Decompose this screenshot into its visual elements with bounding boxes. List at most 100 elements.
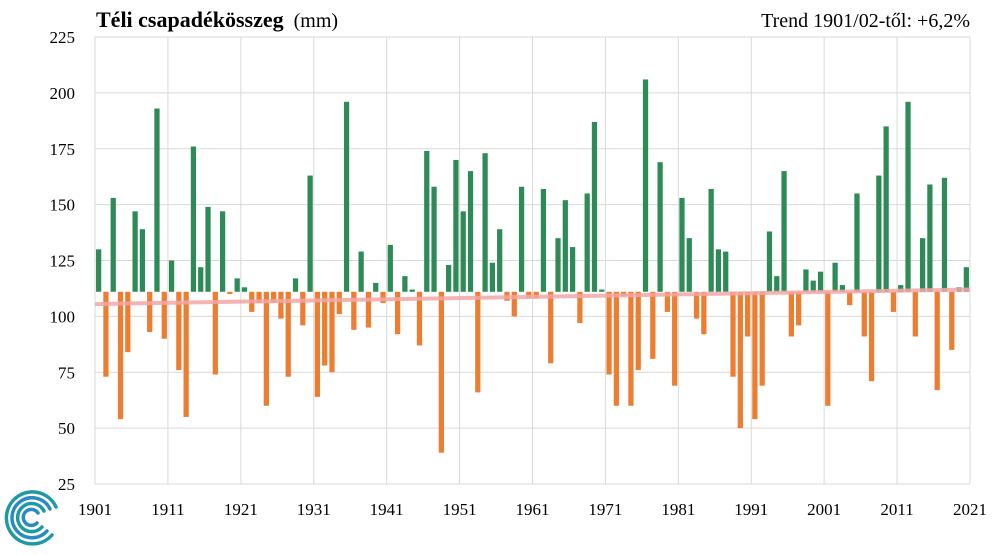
bar bbox=[606, 291, 612, 375]
bar bbox=[190, 146, 197, 292]
bar bbox=[241, 287, 248, 292]
bar bbox=[839, 285, 846, 292]
bar bbox=[416, 291, 423, 346]
bar bbox=[876, 175, 882, 292]
bar bbox=[963, 267, 969, 292]
bar bbox=[431, 186, 437, 292]
bar bbox=[650, 291, 656, 359]
bar bbox=[701, 291, 707, 335]
bar bbox=[256, 291, 262, 303]
bar bbox=[285, 291, 291, 377]
bar bbox=[744, 291, 751, 337]
bar bbox=[161, 291, 167, 339]
bar bbox=[154, 108, 160, 292]
bar bbox=[562, 200, 568, 292]
bar bbox=[854, 193, 860, 292]
bar bbox=[322, 291, 328, 366]
bar bbox=[219, 211, 226, 292]
bar bbox=[540, 188, 547, 292]
bar bbox=[941, 177, 948, 292]
bar bbox=[373, 282, 379, 292]
bar bbox=[584, 193, 590, 292]
bar bbox=[227, 291, 233, 295]
bar bbox=[409, 289, 415, 292]
bar bbox=[292, 278, 299, 292]
bar bbox=[686, 238, 692, 292]
bar bbox=[402, 276, 408, 292]
bar bbox=[664, 291, 671, 312]
bar bbox=[329, 291, 335, 373]
bar bbox=[103, 291, 109, 377]
bar bbox=[351, 291, 357, 330]
bar bbox=[796, 291, 802, 326]
bar bbox=[438, 291, 444, 453]
bar bbox=[810, 280, 816, 292]
bar bbox=[679, 197, 685, 292]
bar bbox=[183, 291, 189, 417]
bar bbox=[453, 159, 459, 292]
bar bbox=[205, 206, 211, 292]
bar bbox=[868, 291, 875, 382]
bar bbox=[723, 251, 729, 292]
trend-line bbox=[94, 287, 971, 307]
bar bbox=[198, 267, 204, 292]
bar bbox=[905, 101, 911, 292]
x-tick-label: 1961 bbox=[516, 500, 550, 519]
bars bbox=[96, 79, 969, 453]
bar bbox=[919, 238, 926, 292]
bar bbox=[424, 150, 430, 292]
y-tick-label: 50 bbox=[58, 419, 75, 438]
y-tick-label: 200 bbox=[50, 84, 76, 103]
x-tick-label: 1911 bbox=[151, 500, 184, 519]
bar bbox=[635, 291, 641, 371]
x-tick-label: 2001 bbox=[807, 500, 841, 519]
bar bbox=[489, 262, 496, 292]
bar bbox=[628, 291, 634, 406]
bar bbox=[497, 229, 503, 292]
grid-lines bbox=[94, 36, 971, 485]
bar bbox=[927, 184, 933, 292]
bar bbox=[176, 291, 182, 371]
bar bbox=[817, 271, 824, 292]
bar bbox=[752, 291, 758, 420]
bar bbox=[234, 278, 240, 292]
x-tick-label: 1921 bbox=[224, 500, 258, 519]
trend-annotation: Trend 1901/02-től: +6,2% bbox=[761, 10, 970, 32]
bar bbox=[358, 251, 364, 292]
bar bbox=[117, 291, 124, 420]
bar bbox=[832, 262, 838, 292]
bar bbox=[110, 197, 116, 292]
bar bbox=[657, 162, 663, 292]
y-tick-label: 100 bbox=[50, 307, 76, 326]
bar bbox=[613, 291, 619, 406]
bar bbox=[394, 291, 401, 335]
x-tick-label: 1901 bbox=[78, 500, 112, 519]
bar bbox=[788, 291, 794, 337]
bar bbox=[599, 289, 605, 292]
bar bbox=[693, 291, 700, 319]
bar bbox=[847, 291, 853, 306]
bar bbox=[883, 126, 889, 292]
bar bbox=[446, 264, 452, 292]
bar bbox=[781, 171, 787, 292]
bar bbox=[548, 291, 554, 364]
bar bbox=[467, 171, 474, 292]
y-tick-label: 125 bbox=[50, 252, 76, 271]
bar bbox=[672, 291, 678, 386]
x-axis-ticks: 1901 1911 1921 1931 1941 1951 1961 1971 1981 1991… bbox=[78, 500, 987, 519]
bar bbox=[591, 121, 598, 292]
bar bbox=[125, 291, 131, 353]
bar bbox=[482, 153, 488, 292]
bar bbox=[263, 291, 269, 406]
bar bbox=[730, 291, 736, 377]
x-tick-label: 1991 bbox=[734, 500, 768, 519]
x-tick-label: 2021 bbox=[953, 500, 987, 519]
bar bbox=[642, 79, 649, 292]
bar bbox=[460, 211, 466, 292]
bar bbox=[307, 175, 313, 292]
bar bbox=[96, 249, 102, 292]
bar bbox=[708, 188, 714, 292]
y-axis-ticks: 225 200 175 150 125 100 75 50 25 bbox=[50, 28, 76, 494]
bar bbox=[759, 291, 765, 386]
bar bbox=[577, 291, 583, 324]
